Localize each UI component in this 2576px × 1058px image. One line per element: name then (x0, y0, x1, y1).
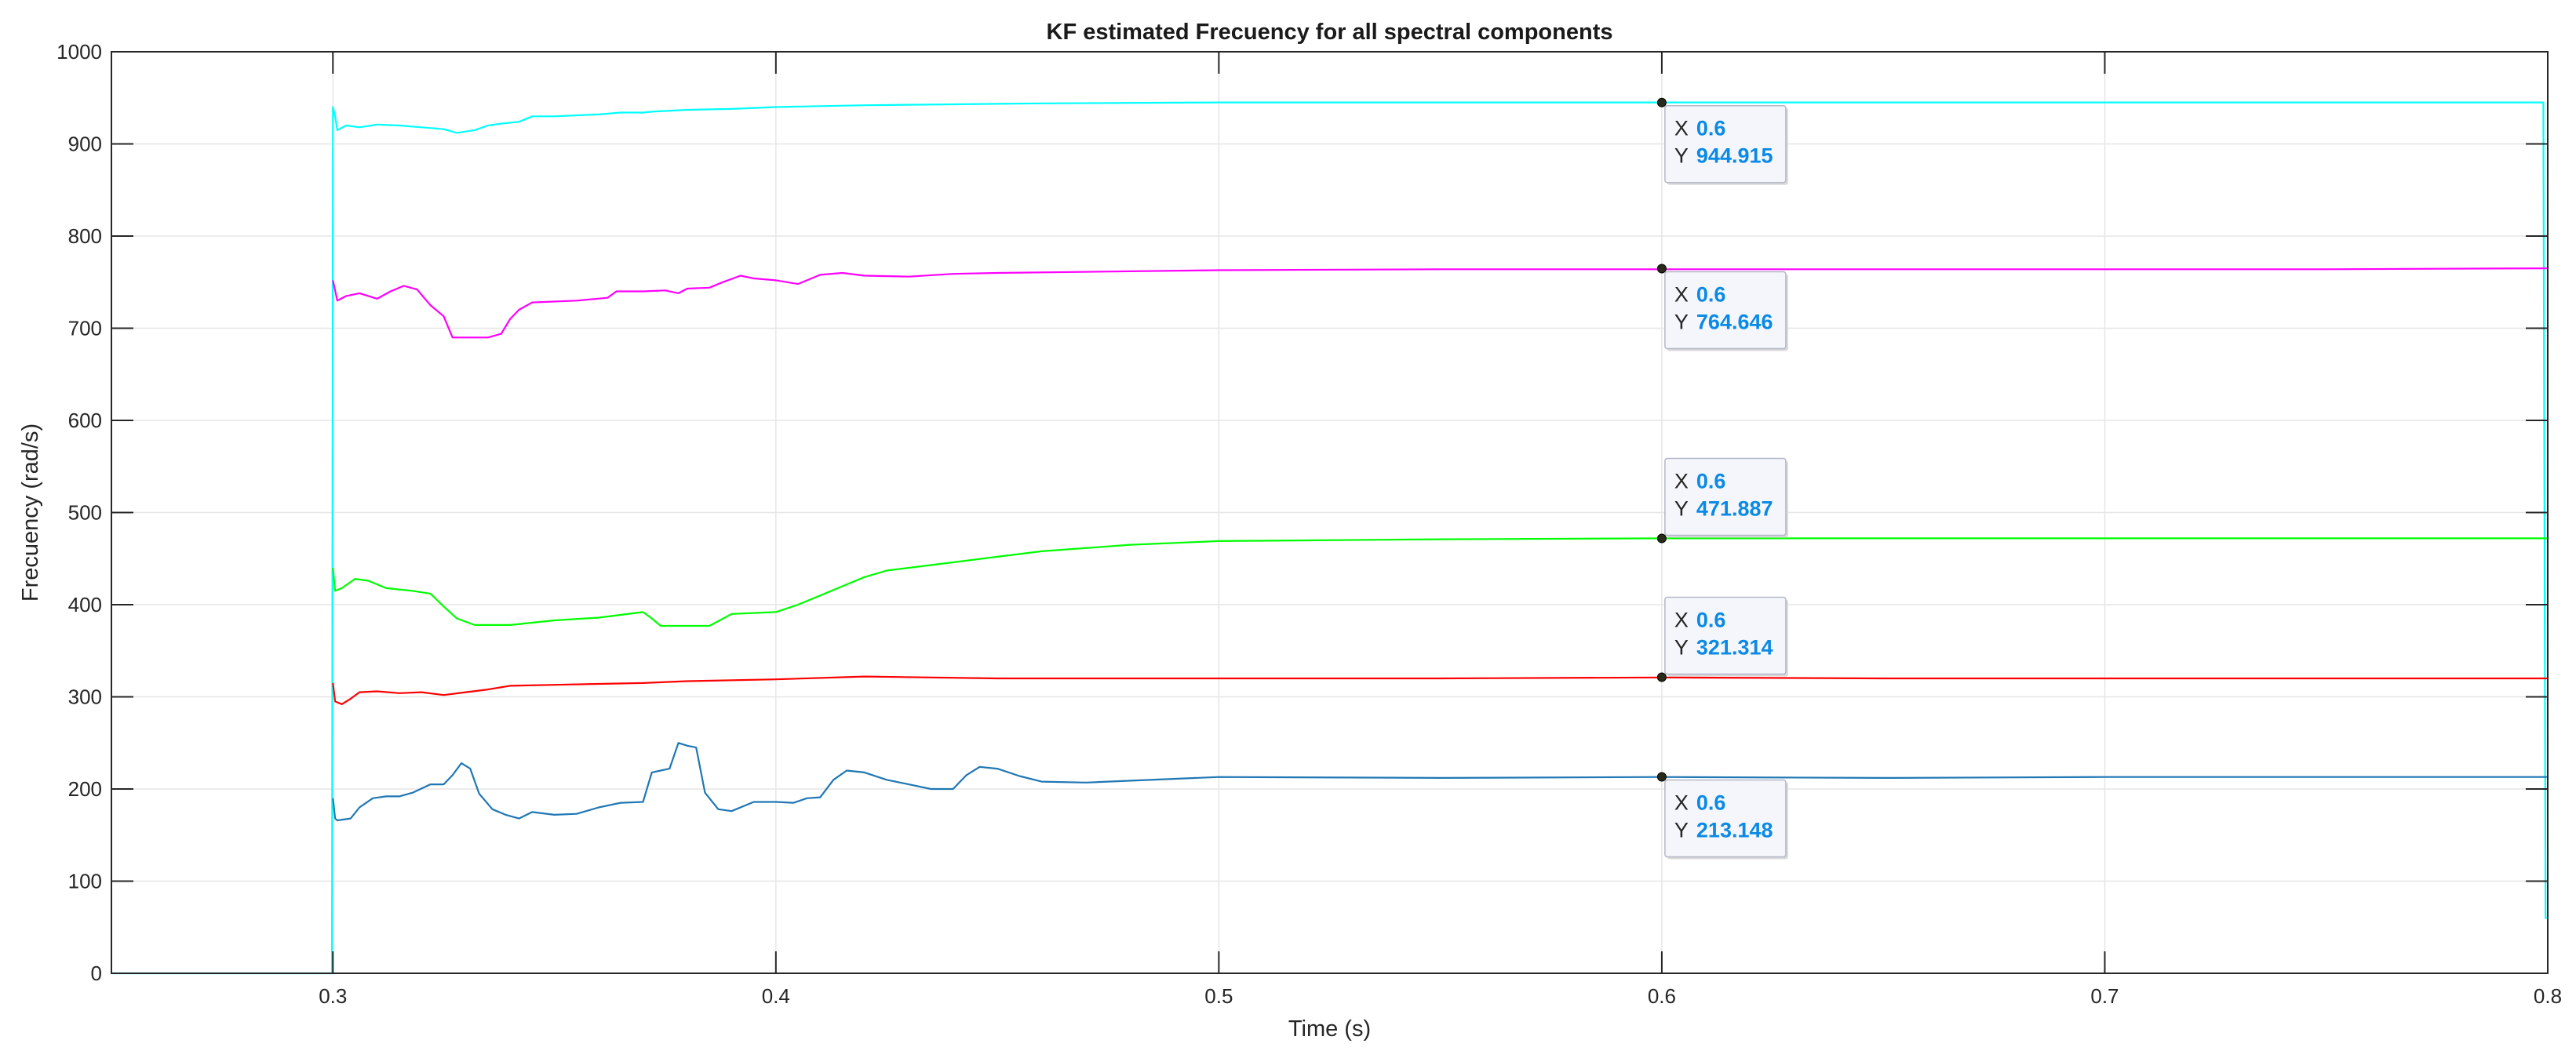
datatip-box (1664, 596, 1787, 675)
x-axis-label: Time (s) (1288, 1016, 1371, 1042)
datatip-x-value: 0.6 (1696, 470, 1726, 493)
y-tick-label: 1000 (56, 40, 102, 64)
datatip-box (1664, 457, 1787, 536)
datatip-x-value: 0.6 (1696, 608, 1726, 631)
y-tick-label: 800 (68, 224, 102, 248)
x-tick-label: 0.8 (2534, 984, 2562, 1008)
y-axis-label: Frecuency (rad/s) (18, 424, 43, 602)
y-tick-label: 300 (68, 685, 102, 709)
datatip-x-key: X (1674, 791, 1689, 815)
datatip-x-key: X (1674, 470, 1689, 493)
y-tick-label: 0 (91, 962, 102, 985)
datatip-y-value: 321.314 (1696, 635, 1773, 659)
x-tick-label: 0.4 (762, 984, 790, 1008)
x-tick-label: 0.5 (1204, 984, 1233, 1008)
datatip-marker (1656, 672, 1667, 682)
datatip-x-value: 0.6 (1696, 283, 1726, 307)
series-line (111, 101, 2548, 975)
datatip-y-key: Y (1674, 144, 1689, 168)
datatip-x-value: 0.6 (1696, 117, 1726, 140)
series-layer (111, 101, 2549, 975)
y-tick-label: 200 (68, 777, 102, 801)
x-tick-label: 0.6 (1648, 984, 1676, 1008)
datatip-box (1664, 271, 1787, 350)
datatips-layer: X 0.6 Y 944.915 X 0.6 Y 764.646 X 0.6 Y 471.887 X 0.6… (1656, 97, 1788, 860)
datatip-y-value: 944.915 (1696, 144, 1773, 168)
y-tick-label: 100 (68, 870, 102, 893)
datatip-x-value: 0.6 (1696, 791, 1726, 815)
y-tick-label: 500 (68, 501, 102, 525)
datatip-marker (1656, 772, 1667, 782)
datatip-y-key: Y (1674, 311, 1689, 334)
datatip-y-key: Y (1674, 819, 1689, 842)
datatip-y-value: 764.646 (1696, 311, 1773, 334)
datatip-y-value: 213.148 (1696, 819, 1773, 842)
series-line (332, 675, 2548, 706)
datatip-marker (1656, 533, 1667, 544)
series-line (332, 267, 2549, 339)
y-tick-label: 900 (68, 133, 102, 156)
datatip-x-key: X (1674, 117, 1689, 140)
datatip-x-key: X (1674, 608, 1689, 631)
series-line (332, 742, 2548, 822)
y-tick-label: 400 (68, 593, 102, 616)
x-tick-label: 0.3 (319, 984, 347, 1008)
axis-ticks: 0.3 0.4 0.5 0.6 0.7 0.8 0 100 200 300 400 500 600 700… (56, 40, 2562, 1008)
datatip-box (1664, 104, 1787, 184)
y-tick-label: 600 (68, 409, 102, 432)
datatip-marker (1656, 97, 1667, 107)
datatip-y-key: Y (1674, 635, 1689, 659)
datatip-x-key: X (1674, 283, 1689, 307)
datatip-box (1664, 779, 1787, 858)
datatip-y-key: Y (1674, 497, 1689, 521)
datatip-y-value: 471.887 (1696, 497, 1773, 521)
series-line (332, 537, 2548, 627)
chart-title: KF estimated Frecuency for all spectral … (1047, 20, 1613, 45)
x-tick-label: 0.7 (2090, 984, 2119, 1008)
datatip-marker (1656, 264, 1667, 274)
y-tick-label: 700 (68, 317, 102, 340)
